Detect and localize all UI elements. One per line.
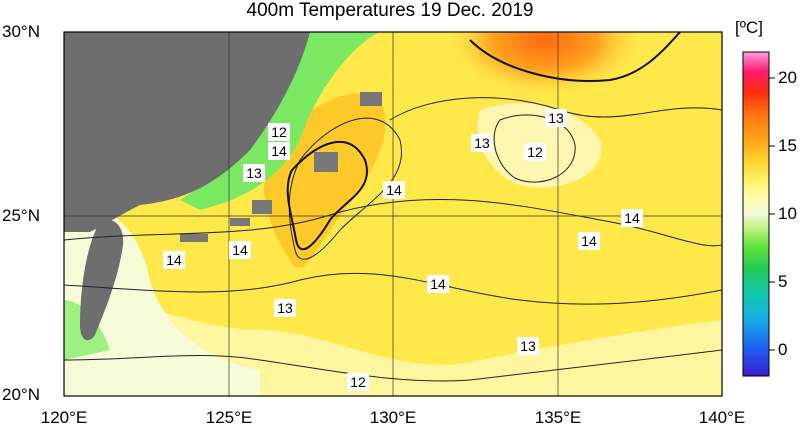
contour-label: 13 — [471, 134, 493, 152]
svg-text:13: 13 — [277, 300, 293, 316]
svg-text:12: 12 — [527, 144, 543, 160]
contour-label: 12 — [268, 123, 290, 141]
island — [180, 234, 208, 242]
china-land — [64, 32, 310, 232]
svg-text:14: 14 — [581, 233, 597, 249]
svg-text:13: 13 — [246, 165, 262, 181]
svg-text:13: 13 — [474, 135, 490, 151]
colorbar-tick-0: 0 — [778, 340, 788, 359]
colorbar-unit: [ºC] — [735, 18, 763, 37]
lon-label-125e: 125°E — [205, 408, 253, 427]
contour-label: 14 — [383, 181, 405, 199]
hot-spot — [450, 32, 640, 95]
contour-label: 14 — [578, 232, 600, 250]
lat-label-30n: 30°N — [2, 22, 40, 41]
contour-labels: 13 12 13 12 14 13 14 14 14 14 14 14 13 1… — [163, 109, 643, 391]
contour-label: 14 — [229, 241, 251, 259]
contour-label: 14 — [427, 275, 449, 293]
contour-label: 14 — [163, 251, 185, 269]
contour-line — [64, 349, 722, 382]
svg-text:14: 14 — [232, 242, 248, 258]
map-frame — [63, 31, 723, 397]
contour-label: 13 — [545, 109, 567, 127]
colorbar-tick-10: 10 — [778, 204, 797, 223]
svg-text:14: 14 — [166, 252, 182, 268]
svg-text:13: 13 — [520, 338, 536, 354]
lon-label-130e: 130°E — [369, 408, 417, 427]
island — [252, 200, 272, 214]
lon-label-140e: 140°E — [698, 408, 746, 427]
contour-line — [64, 199, 722, 247]
lon-label-135e: 135°E — [534, 408, 582, 427]
lat-label-25n: 25°N — [2, 206, 40, 225]
page-title: 400m Temperatures 19 Dec. 2019 — [246, 0, 534, 21]
svg-text:13: 13 — [548, 110, 564, 126]
colorbar-ticks — [769, 77, 775, 351]
contour-label: 13 — [243, 164, 265, 182]
contour-line-bold — [286, 141, 368, 251]
contour-label: 14 — [268, 142, 290, 160]
colorbar-tick-20: 20 — [778, 68, 797, 87]
svg-text:14: 14 — [430, 276, 446, 292]
colorbar — [742, 51, 770, 377]
contour-line — [64, 272, 722, 305]
svg-text:12: 12 — [350, 374, 366, 390]
island — [360, 92, 382, 106]
contour-label: 12 — [524, 143, 546, 161]
contour-label: 13 — [274, 299, 296, 317]
contour-label: 14 — [621, 209, 643, 227]
svg-text:14: 14 — [624, 210, 640, 226]
svg-text:14: 14 — [386, 182, 402, 198]
lon-label-120e: 120°E — [40, 408, 88, 427]
island — [230, 218, 250, 226]
svg-text:14: 14 — [271, 143, 287, 159]
contour-line — [493, 114, 576, 183]
island — [314, 152, 338, 172]
contour-label: 13 — [517, 337, 539, 355]
colorbar-tick-5: 5 — [778, 272, 788, 291]
taiwan-land — [80, 219, 124, 341]
contour-line-bold — [469, 32, 681, 82]
svg-text:12: 12 — [271, 124, 287, 140]
contour-label: 12 — [347, 373, 369, 391]
lat-label-20n: 20°N — [2, 385, 40, 404]
map-area — [64, 32, 722, 396]
colorbar-tick-15: 15 — [778, 136, 797, 155]
